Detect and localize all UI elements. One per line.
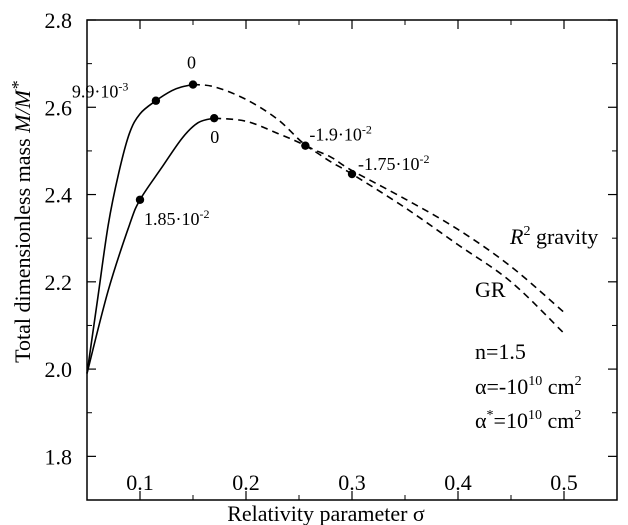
r2-gravity-solid-line	[86, 83, 194, 374]
x-axis-label: Relativity parameter σ	[227, 501, 425, 525]
data-points: 9.9·10-3 0 0 1.85·10-2 -1.9·10-2 -1.75·10-2	[72, 53, 430, 229]
param-alpha: α=-1010 cm2	[475, 374, 582, 399]
y-tick-label: 2.4	[45, 183, 73, 208]
x-tick-label: 0.3	[338, 470, 366, 495]
y-tick-label: 2.0	[45, 357, 73, 382]
point-annotation: 9.9·10-3	[72, 80, 128, 102]
point-annotation: 1.85·10-2	[144, 207, 210, 229]
point-annotation: 0	[187, 53, 196, 73]
gr-solid-line	[86, 117, 215, 374]
parameter-legend: n=1.5 α=-1010 cm2 α*=1010 cm2	[475, 339, 582, 433]
x-tick-label: 0.5	[550, 470, 578, 495]
gr-dashed-line	[214, 117, 565, 334]
curve-label-r2-gravity: R2 gravity	[509, 224, 598, 249]
data-point	[151, 96, 161, 105]
y-tick-label: 2.2	[45, 270, 73, 295]
x-tick-label: 0.1	[126, 470, 154, 495]
curves	[86, 83, 565, 374]
r2-gravity-dashed-line	[192, 83, 565, 313]
y-axis-label: Total dimensionless mass M/M*	[8, 81, 35, 363]
curve-labels: R2 gravity GR	[475, 224, 598, 302]
data-point	[210, 113, 219, 123]
y-tick-label: 1.8	[45, 444, 73, 469]
y-tick-label: 2.8	[45, 8, 73, 33]
data-point	[301, 141, 310, 150]
plot-border	[86, 19, 618, 501]
plot-frame	[86, 19, 618, 501]
param-alpha-star: α*=1010 cm2	[475, 408, 581, 433]
x-tick-label: 0.2	[232, 470, 260, 495]
point-annotation: 0	[210, 127, 219, 147]
point-annotation: -1.9·10-2	[309, 123, 372, 145]
param-n: n=1.5	[475, 339, 526, 364]
axis-ticks: 0.1 0.2 0.3 0.4 0.5 1.8 2.0 2.2 2.4 2.6 2.8	[45, 8, 617, 500]
curve-label-gr: GR	[475, 277, 506, 302]
point-annotation: -1.75·10-2	[358, 152, 430, 174]
data-point	[188, 80, 198, 89]
x-tick-label: 0.4	[444, 470, 472, 495]
y-tick-label: 2.6	[45, 95, 73, 120]
data-point	[135, 195, 145, 204]
data-point	[347, 169, 357, 179]
